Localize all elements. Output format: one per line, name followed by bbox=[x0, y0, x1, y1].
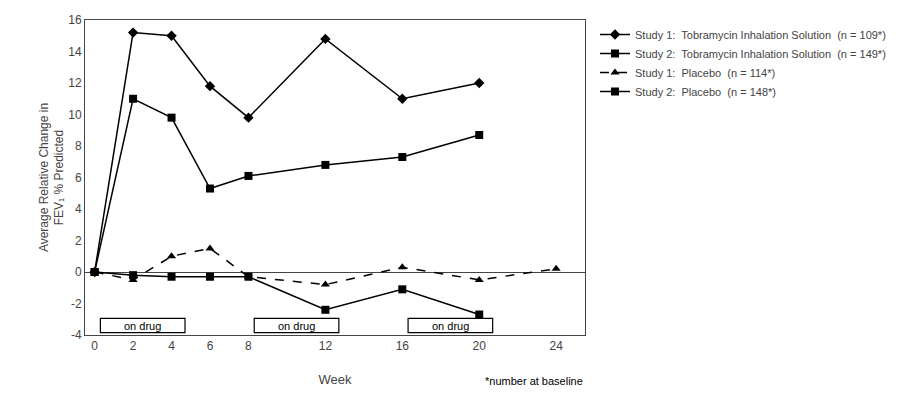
svg-text:4: 4 bbox=[75, 202, 82, 216]
svg-text:20: 20 bbox=[473, 339, 487, 353]
svg-text:16: 16 bbox=[68, 13, 82, 27]
svg-text:-4: -4 bbox=[71, 328, 82, 342]
svg-text:10: 10 bbox=[68, 108, 82, 122]
svg-text:14: 14 bbox=[68, 45, 82, 59]
svg-text:on drug: on drug bbox=[124, 320, 161, 332]
svg-text:12: 12 bbox=[68, 76, 82, 90]
svg-text:8: 8 bbox=[245, 339, 252, 353]
svg-text:2: 2 bbox=[130, 339, 137, 353]
svg-text:Study 1: Tobramycin Inhalatio: Study 1: Tobramycin Inhalation Solution … bbox=[635, 29, 886, 41]
svg-text:on drug: on drug bbox=[432, 320, 469, 332]
svg-text:Week: Week bbox=[319, 372, 352, 387]
svg-text:-2: -2 bbox=[71, 297, 82, 311]
svg-text:*number at baseline: *number at baseline bbox=[485, 375, 583, 387]
svg-text:0: 0 bbox=[75, 265, 82, 279]
svg-text:6: 6 bbox=[75, 171, 82, 185]
svg-text:on drug: on drug bbox=[278, 320, 315, 332]
svg-text:0: 0 bbox=[91, 339, 98, 353]
svg-text:Average Relative Change inFEV₁: Average Relative Change inFEV₁ % Predict… bbox=[37, 103, 67, 252]
svg-text:6: 6 bbox=[207, 339, 214, 353]
svg-text:2: 2 bbox=[75, 234, 82, 248]
svg-text:8: 8 bbox=[75, 139, 82, 153]
svg-text:16: 16 bbox=[396, 339, 410, 353]
svg-text:Study 2: Placebo (n = 148*): Study 2: Placebo (n = 148*) bbox=[635, 86, 776, 98]
svg-text:Study 1: Placebo (n = 114*): Study 1: Placebo (n = 114*) bbox=[635, 67, 775, 79]
svg-text:4: 4 bbox=[168, 339, 175, 353]
svg-text:12: 12 bbox=[319, 339, 333, 353]
svg-text:Study 2: Tobramycin Inhalatio: Study 2: Tobramycin Inhalation Solution … bbox=[635, 48, 886, 60]
svg-text:24: 24 bbox=[549, 339, 563, 353]
